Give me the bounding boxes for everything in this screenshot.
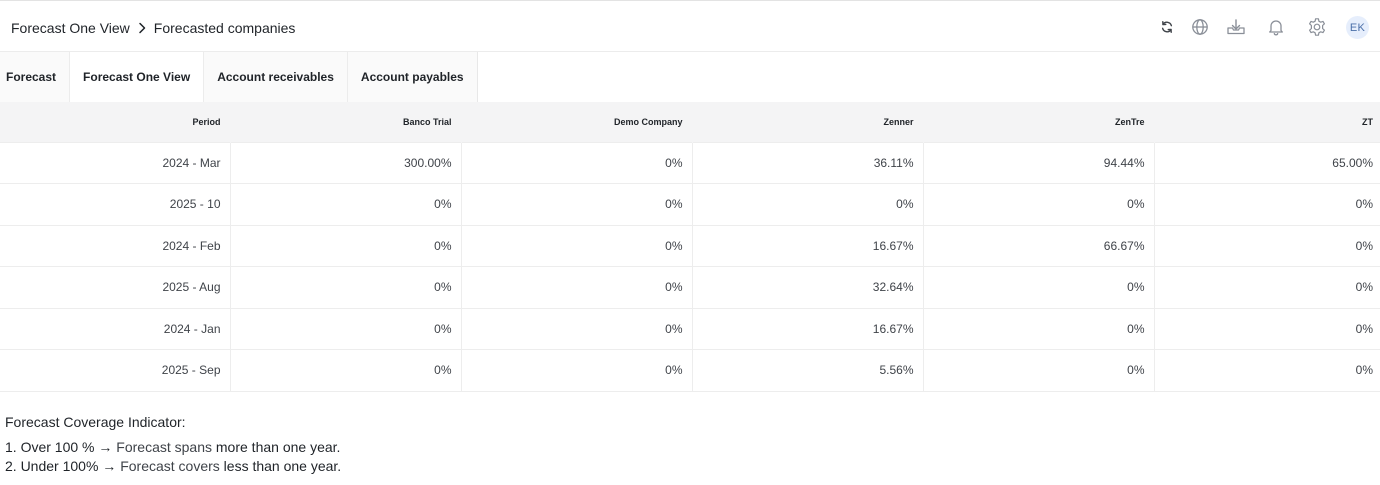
table-cell: 5.56%: [692, 349, 924, 392]
tab-bar: Forecast Forecast One View Account recei…: [0, 52, 478, 102]
table-row: 2025 - Sep 0% 0% 5.56% 0% 0%: [0, 349, 1380, 392]
table-cell: 0%: [692, 183, 924, 226]
tab-account-receivables[interactable]: Account receivables: [204, 52, 348, 102]
forecast-table: Period Banco Trial Demo Company Zenner Z…: [0, 102, 1380, 392]
breadcrumb: Forecast One View Forecasted companies: [11, 19, 295, 37]
table-cell: 0%: [461, 225, 693, 267]
period-cell: 2025 - 10: [0, 183, 231, 226]
table-cell: 0%: [230, 225, 462, 267]
table-cell: 0%: [923, 349, 1155, 392]
top-bar: Forecast One View Forecasted companies E…: [0, 0, 1380, 52]
legend-item: 1. Over 100 % → Forecast spans more than…: [5, 438, 341, 457]
column-header-zenner[interactable]: Zenner: [692, 102, 924, 142]
table-cell: 32.64%: [692, 266, 924, 309]
table-cell: 16.67%: [692, 225, 924, 267]
refresh-icon[interactable]: [1155, 15, 1179, 39]
breadcrumb-forecasted-companies: Forecasted companies: [153, 20, 296, 36]
table-cell: 0%: [230, 349, 462, 392]
table-cell: 94.44%: [923, 141, 1155, 184]
legend-item: 2. Under 100% → Forecast covers less tha…: [5, 457, 341, 476]
bell-icon[interactable]: [1264, 15, 1288, 39]
column-header-period[interactable]: Period: [0, 102, 231, 142]
table-cell: 0%: [230, 266, 462, 309]
tab-forecast[interactable]: Forecast: [0, 52, 71, 102]
column-header-zt[interactable]: ZT: [1154, 102, 1380, 142]
table-cell: 0%: [461, 183, 693, 226]
table-row: 2024 - Mar 300.00% 0% 36.11% 94.44% 65.0…: [0, 141, 1380, 184]
toolbar: EK: [0, 15, 1380, 39]
legend-item-tail: less than one year.: [223, 458, 342, 474]
globe-icon[interactable]: [1188, 15, 1212, 39]
chevron-right-icon: [135, 21, 149, 35]
table-row: 2024 - Jan 0% 0% 16.67% 0% 0%: [0, 308, 1380, 350]
tab-account-payables[interactable]: Account payables: [347, 52, 478, 102]
table-cell: 0%: [923, 308, 1155, 350]
table-header-row: Period Banco Trial Demo Company Zenner Z…: [0, 102, 1380, 142]
legend-item-lead: 2. Under 100% →: [5, 458, 117, 474]
period-cell: 2024 - Mar: [0, 141, 231, 184]
table-cell: 65.00%: [1154, 141, 1380, 184]
table-row: 2024 - Feb 0% 0% 16.67% 66.67% 0%: [0, 225, 1380, 267]
breadcrumb-forecast-one-view[interactable]: Forecast One View: [11, 20, 130, 36]
legend-item-lead: 1. Over 100 % →: [5, 439, 113, 455]
coverage-legend: Forecast Coverage Indicator: 1. Over 100…: [5, 412, 341, 476]
column-header-zentre[interactable]: ZenTre: [923, 102, 1155, 142]
table-cell: 0%: [923, 183, 1155, 226]
table-cell: 0%: [1154, 266, 1380, 309]
tab-forecast-one-view[interactable]: Forecast One View: [70, 52, 205, 102]
table-cell: 300.00%: [230, 141, 462, 184]
table-row: 2025 - Aug 0% 0% 32.64% 0% 0%: [0, 266, 1380, 309]
table-cell: 36.11%: [692, 141, 924, 184]
table-cell: 0%: [1154, 225, 1380, 267]
table-row: 2025 - 10 0% 0% 0% 0% 0%: [0, 183, 1380, 226]
download-tray-icon[interactable]: [1224, 15, 1248, 39]
table-cell: 0%: [230, 183, 462, 226]
table-cell: 0%: [461, 141, 693, 184]
period-cell: 2025 - Aug: [0, 266, 231, 309]
column-header-banco-trial[interactable]: Banco Trial: [230, 102, 462, 142]
period-cell: 2024 - Feb: [0, 225, 231, 267]
legend-title: Forecast Coverage Indicator:: [5, 414, 186, 430]
gear-icon[interactable]: [1305, 15, 1329, 39]
table-cell: 0%: [1154, 183, 1380, 226]
period-cell: 2025 - Sep: [0, 349, 231, 392]
table-cell: 0%: [923, 266, 1155, 309]
legend-list: 1. Over 100 % → Forecast spans more than…: [5, 438, 341, 476]
table-cell: 0%: [1154, 349, 1380, 392]
table-cell: 0%: [461, 266, 693, 309]
avatar[interactable]: EK: [1346, 16, 1369, 39]
column-header-demo-company[interactable]: Demo Company: [461, 102, 693, 142]
table-cell: 0%: [461, 349, 693, 392]
table-cell: 16.67%: [692, 308, 924, 350]
legend-item-mid: Forecast spans: [116, 439, 212, 455]
table-cell: 0%: [461, 308, 693, 350]
table-cell: 66.67%: [923, 225, 1155, 267]
legend-item-tail: more than one year.: [215, 439, 341, 455]
table-cell: 0%: [1154, 308, 1380, 350]
table-cell: 0%: [230, 308, 462, 350]
legend-item-mid: Forecast covers: [120, 458, 220, 474]
period-cell: 2024 - Jan: [0, 308, 231, 350]
